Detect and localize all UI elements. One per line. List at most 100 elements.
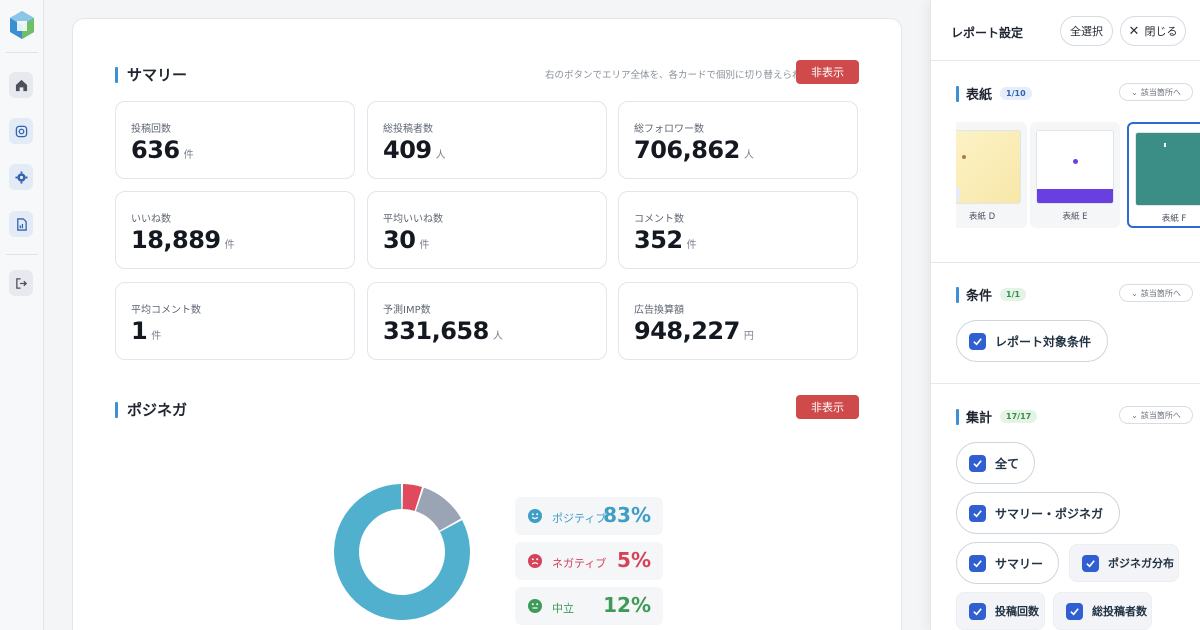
close-label: 閉じる	[1144, 25, 1178, 38]
conditions-title: 条件	[966, 289, 993, 304]
stat-value: 18,889	[131, 226, 221, 254]
stat-value-row: 331,658 人	[383, 317, 503, 345]
posinega-legend-item: 中立 12%	[515, 587, 663, 625]
stat-value-row: 409 人	[383, 136, 446, 164]
section-accent-bar	[956, 85, 959, 102]
donut-slice	[334, 484, 470, 620]
logout-button[interactable]	[9, 270, 33, 296]
cover-thumbnail-strip: 表紙 D 表紙 E 表紙 F	[956, 0, 1200, 240]
stat-card[interactable]: 広告換算額 948,227 円	[618, 282, 858, 360]
checkbox-checked-icon	[969, 332, 986, 350]
panel-title: レポート設定	[951, 26, 1024, 40]
stat-value: 331,658	[383, 317, 489, 345]
stat-card[interactable]: いいね数 18,889 件	[115, 191, 355, 269]
aggregate-checkbox-post-count[interactable]: 投稿回数	[956, 592, 1045, 630]
aggregate-section-header: 集計 17/17	[956, 407, 1038, 426]
stat-label: いいね数	[131, 214, 171, 225]
jump-label: 該当箇所へ	[1140, 87, 1181, 97]
report-button[interactable]	[9, 211, 33, 237]
sentiment-percent: 12%	[603, 593, 651, 617]
checkbox-label: 投稿回数	[995, 605, 1039, 618]
cover-thumb-e[interactable]: 表紙 E	[1030, 122, 1120, 228]
cover-thumb-f[interactable]: 表紙 F	[1127, 122, 1200, 228]
stat-value: 1	[131, 317, 148, 345]
stat-unit: 人	[492, 331, 503, 342]
rail-divider	[6, 52, 38, 53]
aggregate-count-badge: 17/17	[1000, 410, 1038, 423]
cover-thumb-label: 表紙 F	[1161, 214, 1187, 224]
stat-card[interactable]: 総投稿者数 409 人	[367, 101, 607, 179]
aggregate-checkbox-summary-posinega[interactable]: サマリー・ポジネガ	[956, 492, 1120, 534]
checkbox-label: レポート対象条件	[995, 334, 1092, 349]
aggregate-checkbox-poster-count[interactable]: 総投稿者数	[1053, 592, 1152, 630]
stat-label: 総フォロワー数	[634, 124, 704, 135]
stat-card[interactable]: 総フォロワー数 706,862 人	[618, 101, 858, 179]
stat-value: 409	[383, 136, 432, 164]
select-all-button[interactable]: 全選択	[1060, 16, 1113, 46]
checkbox-checked-icon	[969, 602, 986, 620]
chevron-down-icon: ⌄	[1131, 410, 1138, 420]
instagram-button[interactable]	[9, 118, 33, 144]
aggregate-checkbox-summary[interactable]: サマリー	[956, 542, 1059, 584]
checkbox-checked-icon	[969, 504, 986, 522]
report-icon	[16, 217, 27, 231]
stat-card[interactable]: 平均いいね数 30 件	[367, 191, 607, 269]
sentiment-name: 中立	[552, 602, 574, 615]
stat-unit: 人	[435, 150, 446, 161]
aggregate-jump-button[interactable]: ⌄ 該当箇所へ	[1119, 406, 1193, 424]
stat-unit: 円	[743, 331, 754, 342]
sentiment-name: ポジティブ	[552, 512, 607, 525]
cover-jump-button[interactable]: ⌄ 該当箇所へ	[1119, 83, 1193, 101]
logout-icon	[15, 277, 27, 289]
panel-divider	[931, 60, 1200, 61]
posinega-hide-button[interactable]: 非表示	[796, 395, 859, 419]
stat-value-row: 706,862 人	[634, 136, 754, 164]
checkbox-label: ポジネガ分布	[1108, 557, 1174, 570]
jump-label: 該当箇所へ	[1140, 410, 1181, 420]
posinega-section-header: ポジネガ	[115, 399, 187, 420]
stat-value: 948,227	[634, 317, 740, 345]
cover-title: 表紙	[966, 88, 993, 103]
summary-hide-button[interactable]: 非表示	[796, 60, 859, 84]
panel-divider	[931, 383, 1200, 384]
condition-checkbox-report-target[interactable]: レポート対象条件	[956, 320, 1108, 362]
cover-thumb-image	[1135, 132, 1200, 206]
checkbox-checked-icon	[969, 454, 986, 472]
aggregate-title: 集計	[966, 411, 993, 426]
logo-icon	[10, 11, 34, 39]
home-icon	[15, 79, 27, 91]
rail-divider	[6, 254, 38, 255]
aggregate-checkbox-all[interactable]: 全て	[956, 442, 1035, 484]
stat-card[interactable]: 予測IMP数 331,658 人	[367, 282, 607, 360]
stat-value-row: 18,889 件	[131, 226, 235, 254]
chevron-down-icon: ⌄	[1131, 87, 1138, 97]
posinega-legend-item: ポジティブ 83%	[515, 497, 663, 535]
aggregate-checkbox-posinega-dist[interactable]: ポジネガ分布	[1069, 544, 1179, 582]
cover-count-badge: 1/10	[1000, 87, 1032, 100]
stat-card[interactable]: コメント数 352 件	[618, 191, 858, 269]
stat-value: 30	[383, 226, 416, 254]
cover-thumb-d[interactable]: 表紙 D	[956, 122, 1027, 228]
cover-thumb-image	[1036, 130, 1114, 204]
summary-title: サマリー	[127, 66, 188, 84]
stat-unit: 人	[743, 150, 754, 161]
stat-unit: 件	[224, 240, 235, 251]
conditions-section-header: 条件 1/1	[956, 285, 1027, 304]
posinega-legend-item: ネガティブ 5%	[515, 542, 663, 580]
section-accent-bar	[115, 401, 118, 418]
conditions-jump-button[interactable]: ⌄ 該当箇所へ	[1119, 284, 1193, 302]
section-accent-bar	[956, 286, 959, 303]
stat-label: 広告換算額	[634, 305, 684, 316]
cover-thumb-label: 表紙 D	[968, 212, 996, 222]
settings-button[interactable]	[9, 164, 33, 190]
sentiment-percent: 83%	[603, 503, 651, 527]
home-button[interactable]	[9, 72, 33, 98]
close-panel-button[interactable]: ✕ 閉じる	[1120, 16, 1186, 46]
stat-card[interactable]: 投稿回数 636 件	[115, 101, 355, 179]
section-accent-bar	[115, 66, 118, 83]
summary-hint: 右のボタンでエリア全体を、各カードで個別に切り替えられます	[545, 70, 821, 81]
stat-card[interactable]: 平均コメント数 1 件	[115, 282, 355, 360]
report-settings-panel: レポート設定 全選択 ✕ 閉じる 表紙 1/10 ⌄ 該当箇所へ 表紙 D 表紙…	[930, 0, 1200, 630]
summary-section-header: サマリー	[115, 64, 187, 85]
